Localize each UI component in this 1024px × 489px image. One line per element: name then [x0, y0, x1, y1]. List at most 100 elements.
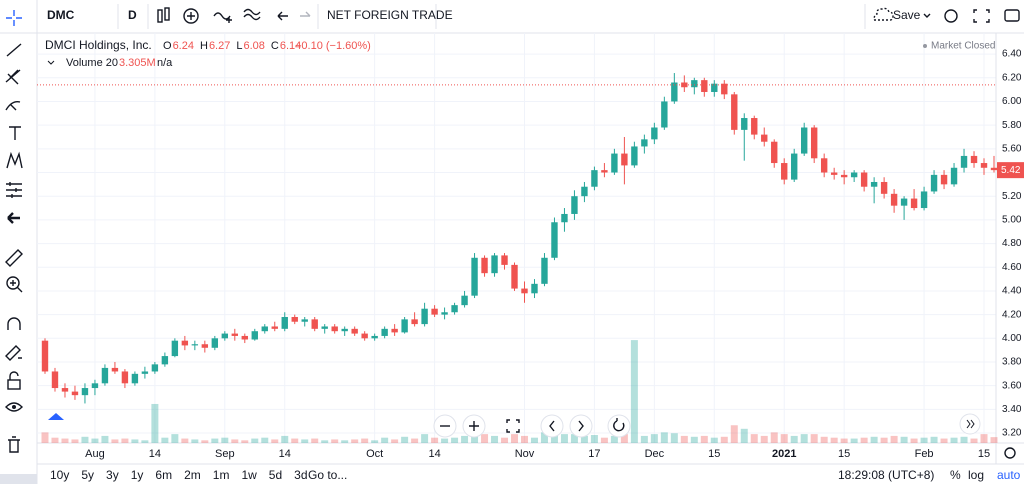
- chart-pane: 3.20 3.40 3.60 3.80 4.00 4.20 4.40 4.60 4.80 5.00…: [37, 33, 1024, 464]
- scroll-left-button[interactable]: [540, 414, 564, 438]
- range-button[interactable]: 1w: [241, 468, 257, 482]
- trendline-tool[interactable]: [6, 43, 22, 57]
- fib-tool[interactable]: [5, 69, 21, 85]
- volume-bar: [710, 437, 718, 443]
- legend-value: 6.27: [209, 40, 230, 52]
- candle-body: [910, 198, 918, 209]
- symbol[interactable]: DMC: [47, 8, 75, 22]
- market-status: Market Closed: [931, 41, 995, 52]
- save-button[interactable]: Save: [893, 8, 921, 22]
- scroll-right-button[interactable]: [569, 414, 593, 438]
- volume-bar: [501, 437, 509, 443]
- text-tool[interactable]: [9, 126, 21, 140]
- volume-bar: [141, 440, 149, 443]
- volume-bar: [850, 438, 858, 443]
- volume-bar: [511, 434, 519, 443]
- snapshot-button[interactable]: [1004, 9, 1020, 22]
- volume-bar: [800, 434, 808, 443]
- navigation-buttons: [48, 413, 1016, 459]
- range-button[interactable]: 6m: [155, 468, 172, 482]
- undo-button[interactable]: [277, 11, 288, 21]
- candle-body: [671, 82, 678, 102]
- volume-bar: [930, 436, 938, 443]
- x-tick-label: Sep: [215, 448, 235, 460]
- clock: 18:29:08 (UTC+8): [838, 468, 934, 482]
- log-toggle[interactable]: log: [968, 468, 984, 482]
- range-button[interactable]: 5y: [81, 468, 94, 482]
- templates-button[interactable]: [243, 8, 261, 21]
- axis-settings[interactable]: [1004, 447, 1016, 459]
- candle-body: [411, 319, 418, 325]
- reset-button[interactable]: [506, 419, 520, 433]
- zoom-tool[interactable]: [6, 276, 20, 290]
- range-button[interactable]: 1m: [213, 468, 230, 482]
- remove-tool[interactable]: [8, 436, 20, 453]
- magnet-tool[interactable]: [7, 317, 21, 330]
- candle-body: [920, 191, 928, 209]
- goto-button[interactable]: Go to...: [308, 468, 347, 482]
- volume-bar: [890, 435, 898, 443]
- compare-button[interactable]: [183, 8, 199, 24]
- y-tick-label: 4.00: [1002, 333, 1022, 344]
- range-button[interactable]: 1y: [131, 468, 144, 482]
- candle-body: [801, 127, 808, 154]
- volume-bar: [730, 425, 738, 443]
- fullscreen-button[interactable]: [973, 9, 990, 23]
- volume-bar: [231, 439, 239, 443]
- candle-body: [351, 328, 358, 334]
- volume-bar: [960, 436, 968, 443]
- cloud-icon: [873, 7, 894, 21]
- chart-style-button[interactable]: [157, 7, 170, 23]
- settings-button[interactable]: [944, 9, 958, 23]
- last-price-label: 5.42: [1001, 165, 1021, 176]
- volume-bar: [151, 403, 159, 443]
- prediction-tool[interactable]: [6, 182, 22, 198]
- auto-toggle[interactable]: auto: [997, 468, 1021, 482]
- pattern-tool[interactable]: [6, 151, 23, 169]
- candle-body: [950, 167, 958, 185]
- brush-tool[interactable]: [5, 100, 21, 111]
- redo-button[interactable]: [300, 11, 311, 17]
- y-tick-label: 4.40: [1002, 286, 1022, 297]
- range-button[interactable]: 2m: [184, 468, 201, 482]
- candle-body: [791, 153, 798, 180]
- range-button[interactable]: 3y: [106, 468, 119, 482]
- y-tick-label: 5.60: [1002, 143, 1022, 154]
- volume-bar: [71, 439, 79, 443]
- volume-bar: [451, 437, 459, 443]
- interval[interactable]: D: [128, 8, 137, 22]
- candle-body: [980, 163, 988, 168]
- collapse-icon[interactable]: [47, 60, 55, 65]
- y-tick-label: 6.40: [1002, 49, 1022, 60]
- candle-body: [731, 94, 738, 130]
- candle-body: [461, 295, 468, 306]
- back-tool[interactable]: [7, 212, 20, 224]
- range-button[interactable]: 5d: [269, 468, 282, 482]
- range-button[interactable]: 10y: [50, 468, 69, 482]
- y-tick-label: 5.20: [1002, 191, 1022, 202]
- indicators-button[interactable]: [213, 12, 232, 23]
- lock-tool[interactable]: [7, 379, 21, 390]
- plus-icon: [187, 12, 195, 20]
- range-button[interactable]: 3d: [294, 468, 307, 482]
- lock-draw-tool[interactable]: [5, 345, 22, 361]
- candle-body: [71, 391, 79, 396]
- volume-bar: [301, 439, 309, 443]
- tradingview-logo[interactable]: [48, 413, 64, 420]
- refresh-button[interactable]: [607, 414, 631, 438]
- candle-body: [331, 326, 338, 332]
- change: −0.10 (−1.60%): [295, 40, 371, 52]
- percent-toggle[interactable]: %: [950, 468, 961, 482]
- ruler-tool[interactable]: [5, 249, 23, 267]
- indicator-button[interactable]: NET FOREIGN TRADE: [327, 8, 453, 22]
- candle-body: [321, 326, 328, 329]
- visibility-tool[interactable]: [5, 402, 23, 412]
- crosshair-tool[interactable]: [6, 10, 22, 26]
- volume-bar: [820, 436, 828, 443]
- dropdown-icon[interactable]: [923, 13, 931, 18]
- volume-bar: [620, 434, 628, 443]
- candle-body: [661, 101, 668, 128]
- candle-body: [531, 283, 538, 294]
- volume-bar: [441, 438, 449, 443]
